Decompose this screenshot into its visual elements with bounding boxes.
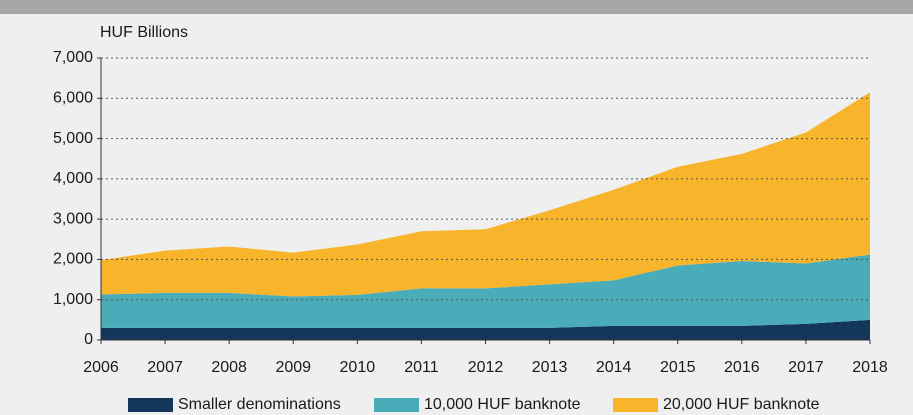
y-axis-label: HUF Billions bbox=[100, 24, 188, 41]
area bbox=[101, 254, 870, 328]
area bbox=[101, 319, 870, 340]
y-tick-label: 4,000 bbox=[53, 170, 93, 187]
y-tick-label: 0 bbox=[84, 331, 93, 348]
x-tick-label: 2014 bbox=[596, 359, 632, 376]
legend-label: 10,000 HUF banknote bbox=[424, 396, 581, 413]
y-tick-label: 2,000 bbox=[53, 251, 93, 268]
y-tick-label: 5,000 bbox=[53, 130, 93, 147]
x-tick-label: 2006 bbox=[83, 359, 119, 376]
area bbox=[101, 92, 870, 297]
x-tick-label: 2015 bbox=[660, 359, 696, 376]
x-tick-label: 2013 bbox=[532, 359, 568, 376]
y-tick-label: 7,000 bbox=[53, 49, 93, 66]
legend-swatch bbox=[128, 398, 173, 412]
x-tick-label: 2017 bbox=[788, 359, 824, 376]
x-tick-label: 2012 bbox=[468, 359, 504, 376]
x-tick-label: 2011 bbox=[404, 359, 439, 376]
x-tick-label: 2010 bbox=[340, 359, 376, 376]
header-band bbox=[0, 0, 913, 14]
legend-label: Smaller denominations bbox=[178, 396, 341, 413]
x-tick-label: 2018 bbox=[852, 359, 888, 376]
y-tick-label: 6,000 bbox=[53, 90, 93, 107]
legend-swatch bbox=[613, 398, 658, 412]
y-tick-label: 3,000 bbox=[53, 210, 93, 227]
x-tick-label: 2009 bbox=[275, 359, 311, 376]
x-tick-label: 2008 bbox=[211, 359, 247, 376]
legend-swatch bbox=[374, 398, 419, 412]
x-tick-label: 2007 bbox=[147, 359, 183, 376]
legend-label: 20,000 HUF banknote bbox=[663, 396, 820, 413]
y-tick-label: 1,000 bbox=[53, 291, 93, 308]
x-tick-label: 2016 bbox=[724, 359, 760, 376]
